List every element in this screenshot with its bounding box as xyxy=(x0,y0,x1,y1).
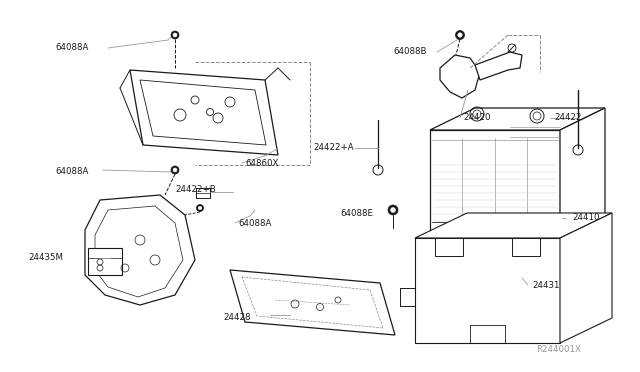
Text: 64088A: 64088A xyxy=(238,218,271,228)
Polygon shape xyxy=(415,213,612,238)
Text: 24435M: 24435M xyxy=(28,253,63,263)
Polygon shape xyxy=(430,130,560,240)
Circle shape xyxy=(390,208,396,212)
Text: 64088A: 64088A xyxy=(55,44,88,52)
Polygon shape xyxy=(430,108,605,130)
Polygon shape xyxy=(512,238,540,256)
Polygon shape xyxy=(435,238,463,256)
Polygon shape xyxy=(440,55,480,98)
Polygon shape xyxy=(130,70,278,155)
Polygon shape xyxy=(560,108,605,240)
Text: 64088E: 64088E xyxy=(340,208,373,218)
Text: 24410: 24410 xyxy=(572,214,600,222)
Circle shape xyxy=(173,33,177,37)
Polygon shape xyxy=(560,213,612,343)
Circle shape xyxy=(173,168,177,172)
Text: 24422+A: 24422+A xyxy=(313,144,354,153)
Polygon shape xyxy=(475,52,522,80)
Polygon shape xyxy=(85,195,195,305)
Text: 24422: 24422 xyxy=(554,113,582,122)
Circle shape xyxy=(198,206,202,210)
Text: 24431: 24431 xyxy=(532,280,559,289)
Text: 24420: 24420 xyxy=(463,113,490,122)
Text: 24428: 24428 xyxy=(223,314,250,323)
Text: 64860X: 64860X xyxy=(245,158,278,167)
Circle shape xyxy=(196,205,204,212)
Text: 64088A: 64088A xyxy=(55,167,88,176)
Circle shape xyxy=(171,31,179,39)
Polygon shape xyxy=(140,80,266,145)
Text: R244001X: R244001X xyxy=(536,346,581,355)
Polygon shape xyxy=(88,248,122,275)
Polygon shape xyxy=(230,270,395,335)
Text: 24422+B: 24422+B xyxy=(175,186,216,195)
Text: 64088B: 64088B xyxy=(393,48,426,57)
Circle shape xyxy=(456,31,465,39)
Polygon shape xyxy=(415,238,560,343)
Circle shape xyxy=(458,33,462,37)
Circle shape xyxy=(171,166,179,174)
Polygon shape xyxy=(95,206,183,297)
Circle shape xyxy=(388,205,398,215)
Polygon shape xyxy=(242,277,383,328)
